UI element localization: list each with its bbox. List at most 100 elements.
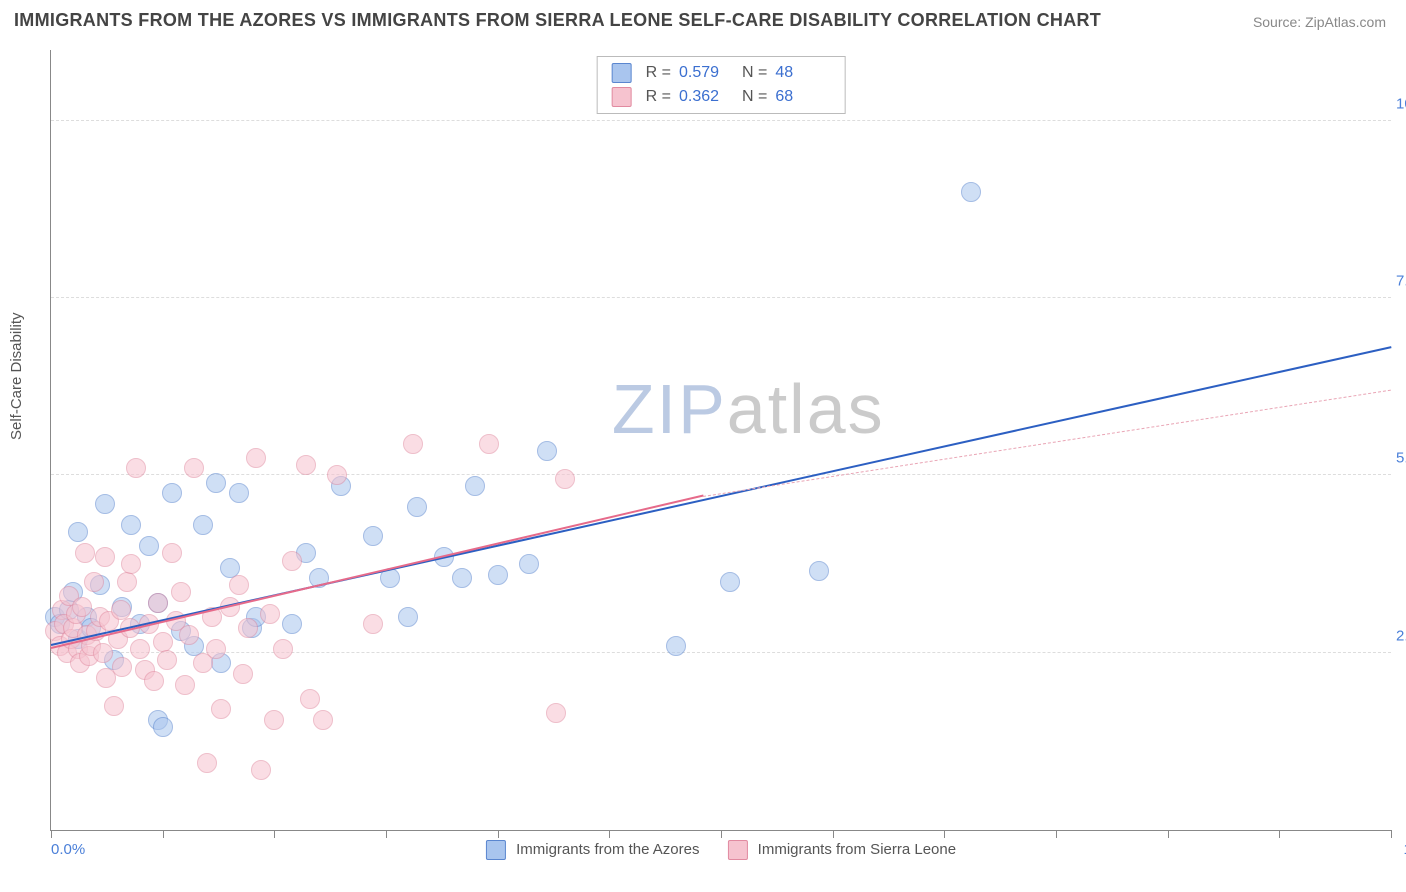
- data-point: [403, 434, 423, 454]
- data-point: [251, 760, 271, 780]
- data-point: [398, 607, 418, 627]
- watermark-atlas: atlas: [727, 370, 885, 448]
- data-point: [90, 575, 110, 595]
- data-point: [246, 607, 266, 627]
- correlation-legend: R = 0.579 N = 48 R = 0.362 N = 68: [597, 56, 846, 114]
- data-point: [59, 600, 79, 620]
- x-tick: [721, 830, 722, 838]
- x-tick: [1056, 830, 1057, 838]
- trend-line: [51, 495, 704, 649]
- data-point: [229, 483, 249, 503]
- data-point: [45, 607, 65, 627]
- n-label: N =: [742, 61, 767, 85]
- data-point: [68, 522, 88, 542]
- data-point: [479, 434, 499, 454]
- data-point: [537, 441, 557, 461]
- x-tick: [833, 830, 834, 838]
- data-point: [206, 639, 226, 659]
- data-point: [104, 696, 124, 716]
- swatch-azores-icon: [486, 840, 506, 860]
- data-point: [179, 625, 199, 645]
- data-point: [130, 639, 150, 659]
- data-point: [282, 614, 302, 634]
- data-point: [363, 614, 383, 634]
- data-point: [171, 621, 191, 641]
- data-point: [220, 558, 240, 578]
- gridline: [51, 297, 1391, 298]
- data-point: [95, 494, 115, 514]
- data-point: [148, 710, 168, 730]
- data-point: [153, 632, 173, 652]
- x-tick: [274, 830, 275, 838]
- data-point: [95, 547, 115, 567]
- swatch-azores-icon: [612, 63, 632, 83]
- source-label: Source: ZipAtlas.com: [1253, 14, 1386, 30]
- legend-row-sierra: R = 0.362 N = 68: [612, 85, 831, 109]
- data-point: [273, 639, 293, 659]
- n-value-azores: 48: [775, 61, 830, 85]
- data-point: [63, 618, 83, 638]
- chart-title: IMMIGRANTS FROM THE AZORES VS IMMIGRANTS…: [14, 10, 1101, 31]
- data-point: [45, 621, 65, 641]
- legend-label-azores: Immigrants from the Azores: [516, 841, 699, 858]
- data-point: [175, 675, 195, 695]
- x-tick: [163, 830, 164, 838]
- data-point: [52, 600, 72, 620]
- data-point: [264, 710, 284, 730]
- data-point: [111, 600, 131, 620]
- data-point: [117, 572, 137, 592]
- data-point: [282, 551, 302, 571]
- data-point: [296, 455, 316, 475]
- x-tick: [51, 830, 52, 838]
- legend-label-sierra: Immigrants from Sierra Leone: [758, 841, 956, 858]
- data-point: [75, 543, 95, 563]
- data-point: [519, 554, 539, 574]
- data-point: [242, 618, 262, 638]
- y-tick-label: 5.0%: [1396, 450, 1406, 467]
- legend-item-azores: Immigrants from the Azores: [486, 840, 700, 860]
- x-tick: [498, 830, 499, 838]
- data-point: [148, 593, 168, 613]
- data-point: [135, 660, 155, 680]
- data-point: [961, 182, 981, 202]
- r-label: R =: [646, 61, 671, 85]
- data-point: [153, 717, 173, 737]
- data-point: [211, 699, 231, 719]
- data-point: [66, 604, 86, 624]
- data-point: [79, 646, 99, 666]
- data-point: [327, 465, 347, 485]
- data-point: [233, 664, 253, 684]
- legend-row-azores: R = 0.579 N = 48: [612, 61, 831, 85]
- y-tick-label: 10.0%: [1396, 95, 1406, 112]
- data-point: [59, 586, 79, 606]
- y-axis-label: Self-Care Disability: [8, 312, 25, 440]
- data-point: [139, 536, 159, 556]
- y-tick-label: 2.5%: [1396, 627, 1406, 644]
- data-point: [407, 497, 427, 517]
- data-point: [162, 483, 182, 503]
- n-label: N =: [742, 85, 767, 109]
- data-point: [90, 607, 110, 627]
- data-point: [157, 650, 177, 670]
- gridline: [51, 652, 1391, 653]
- data-point: [546, 703, 566, 723]
- r-label: R =: [646, 85, 671, 109]
- data-point: [112, 597, 132, 617]
- data-point: [112, 657, 132, 677]
- x-tick: [944, 830, 945, 838]
- data-point: [193, 653, 213, 673]
- data-point: [162, 543, 182, 563]
- data-point: [171, 582, 191, 602]
- swatch-sierra-icon: [728, 840, 748, 860]
- data-point: [300, 689, 320, 709]
- watermark: ZIPatlas: [612, 369, 885, 449]
- x-axis-start: 0.0%: [51, 841, 85, 858]
- x-tick: [1391, 830, 1392, 838]
- data-point: [99, 611, 119, 631]
- data-point: [720, 572, 740, 592]
- n-value-sierra: 68: [775, 85, 830, 109]
- r-value-azores: 0.579: [679, 61, 734, 85]
- data-point: [313, 710, 333, 730]
- data-point: [809, 561, 829, 581]
- data-point: [104, 650, 124, 670]
